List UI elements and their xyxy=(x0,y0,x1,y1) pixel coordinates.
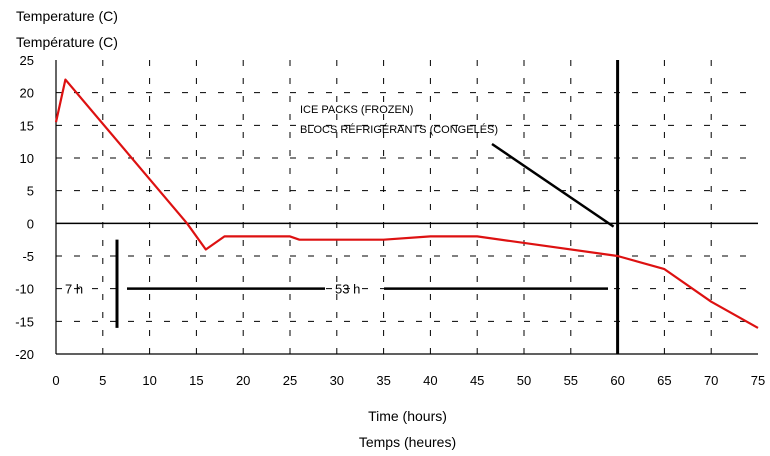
x-tick-label: 65 xyxy=(657,373,671,388)
y-tick-label: 20 xyxy=(20,86,34,101)
annotations: ICE PACKS (FROZEN) BLOCS RÉFRIGÉRANTS (CO… xyxy=(65,60,620,354)
x-axis-label-en: Time (hours) xyxy=(368,408,447,424)
x-tick-label: 60 xyxy=(610,373,624,388)
y-tick-label: -10 xyxy=(15,282,34,297)
x-tick-label: 35 xyxy=(376,373,390,388)
y-tick-label: 15 xyxy=(20,118,34,133)
ice-packs-label-en: ICE PACKS (FROZEN) xyxy=(300,104,413,116)
x-tick-label: 5 xyxy=(99,373,106,388)
y-tick-label: 25 xyxy=(20,53,34,68)
x-tick-label: 20 xyxy=(236,373,250,388)
y-tick-label: -5 xyxy=(22,249,34,264)
x-tick-label: 10 xyxy=(142,373,156,388)
y-axis-label-fr: Température (C) xyxy=(16,34,118,50)
temperature-series-line xyxy=(54,78,759,329)
duration-7h-label: 7 h xyxy=(65,282,83,297)
x-tick-label: 75 xyxy=(751,373,765,388)
y-tick-label: -20 xyxy=(15,347,34,362)
x-axis-label-fr: Temps (heures) xyxy=(358,434,457,450)
duration-53h-label: 53 h xyxy=(335,282,360,297)
grid-lines xyxy=(56,60,758,354)
ice-packs-pointer xyxy=(491,142,615,228)
x-tick-label: 55 xyxy=(564,373,578,388)
series-layer xyxy=(54,78,759,329)
x-tick-label: 25 xyxy=(283,373,297,388)
x-tick-label: 30 xyxy=(330,373,344,388)
x-tick-label: 0 xyxy=(52,373,59,388)
y-tick-label: 0 xyxy=(27,216,34,231)
axes xyxy=(55,60,758,355)
x-tick-label: 50 xyxy=(517,373,531,388)
ice-packs-label-fr: BLOCS RÉFRIGÉRANTS (CONGELÉS) xyxy=(300,123,498,136)
y-tick-label: 5 xyxy=(27,184,34,199)
y-tick-label: -15 xyxy=(15,314,34,329)
y-axis-label-en: Temperature (C) xyxy=(16,8,118,24)
y-tick-label: 10 xyxy=(20,151,34,166)
x-tick-label: 70 xyxy=(704,373,718,388)
x-tick-label: 45 xyxy=(470,373,484,388)
x-tick-label: 15 xyxy=(189,373,203,388)
x-tick-label: 40 xyxy=(423,373,437,388)
